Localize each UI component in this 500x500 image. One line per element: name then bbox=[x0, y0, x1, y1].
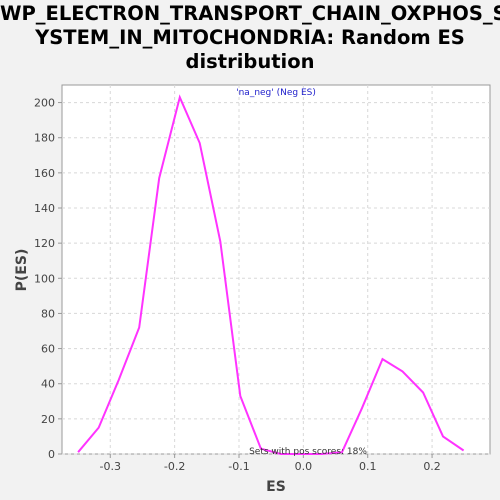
x-tick-label: 0.1 bbox=[359, 460, 377, 473]
y-tick-label: 40 bbox=[41, 378, 55, 391]
y-tick-label: 180 bbox=[34, 132, 55, 145]
axis-ticks: -0.3 -0.2 -0.1 0.0 0.1 0.2 0 20 40 60 80 100 120 140 1… bbox=[34, 97, 441, 473]
x-tick-label: 0.2 bbox=[423, 460, 441, 473]
y-tick-label: 160 bbox=[34, 167, 55, 180]
x-tick-label: 0.0 bbox=[295, 460, 313, 473]
y-tick-label: 200 bbox=[34, 97, 55, 110]
x-tick-label: -0.3 bbox=[100, 460, 121, 473]
y-tick-label: 120 bbox=[34, 237, 55, 250]
chart-title-line-2: YSTEM_IN_MITOCHONDRIA: Random ES bbox=[35, 26, 465, 49]
chart-title-line-1: WP_ELECTRON_TRANSPORT_CHAIN_OXPHOS_S bbox=[0, 2, 500, 25]
x-tick-label: -0.2 bbox=[164, 460, 185, 473]
chart-title: WP_ELECTRON_TRANSPORT_CHAIN_OXPHOS_S YST… bbox=[0, 2, 500, 74]
y-tick-label: 100 bbox=[34, 272, 55, 285]
legend-label: 'na_neg' (Neg ES) bbox=[236, 88, 316, 98]
x-axis-label: ES bbox=[266, 479, 286, 495]
series-line bbox=[77, 94, 465, 455]
y-tick-label: 20 bbox=[41, 413, 55, 426]
y-tick-label: 80 bbox=[41, 307, 55, 320]
chart-title-line-3: distribution bbox=[185, 50, 315, 73]
y-tick-label: 0 bbox=[48, 448, 55, 461]
y-tick-label: 140 bbox=[34, 202, 55, 215]
annotation-pos-scores: Sets with pos scores: 18% bbox=[249, 447, 367, 457]
plot-area bbox=[61, 84, 491, 455]
y-tick-label: 60 bbox=[41, 343, 55, 356]
x-tick-label: -0.1 bbox=[228, 460, 249, 473]
y-axis-label: P(ES) bbox=[14, 249, 30, 292]
